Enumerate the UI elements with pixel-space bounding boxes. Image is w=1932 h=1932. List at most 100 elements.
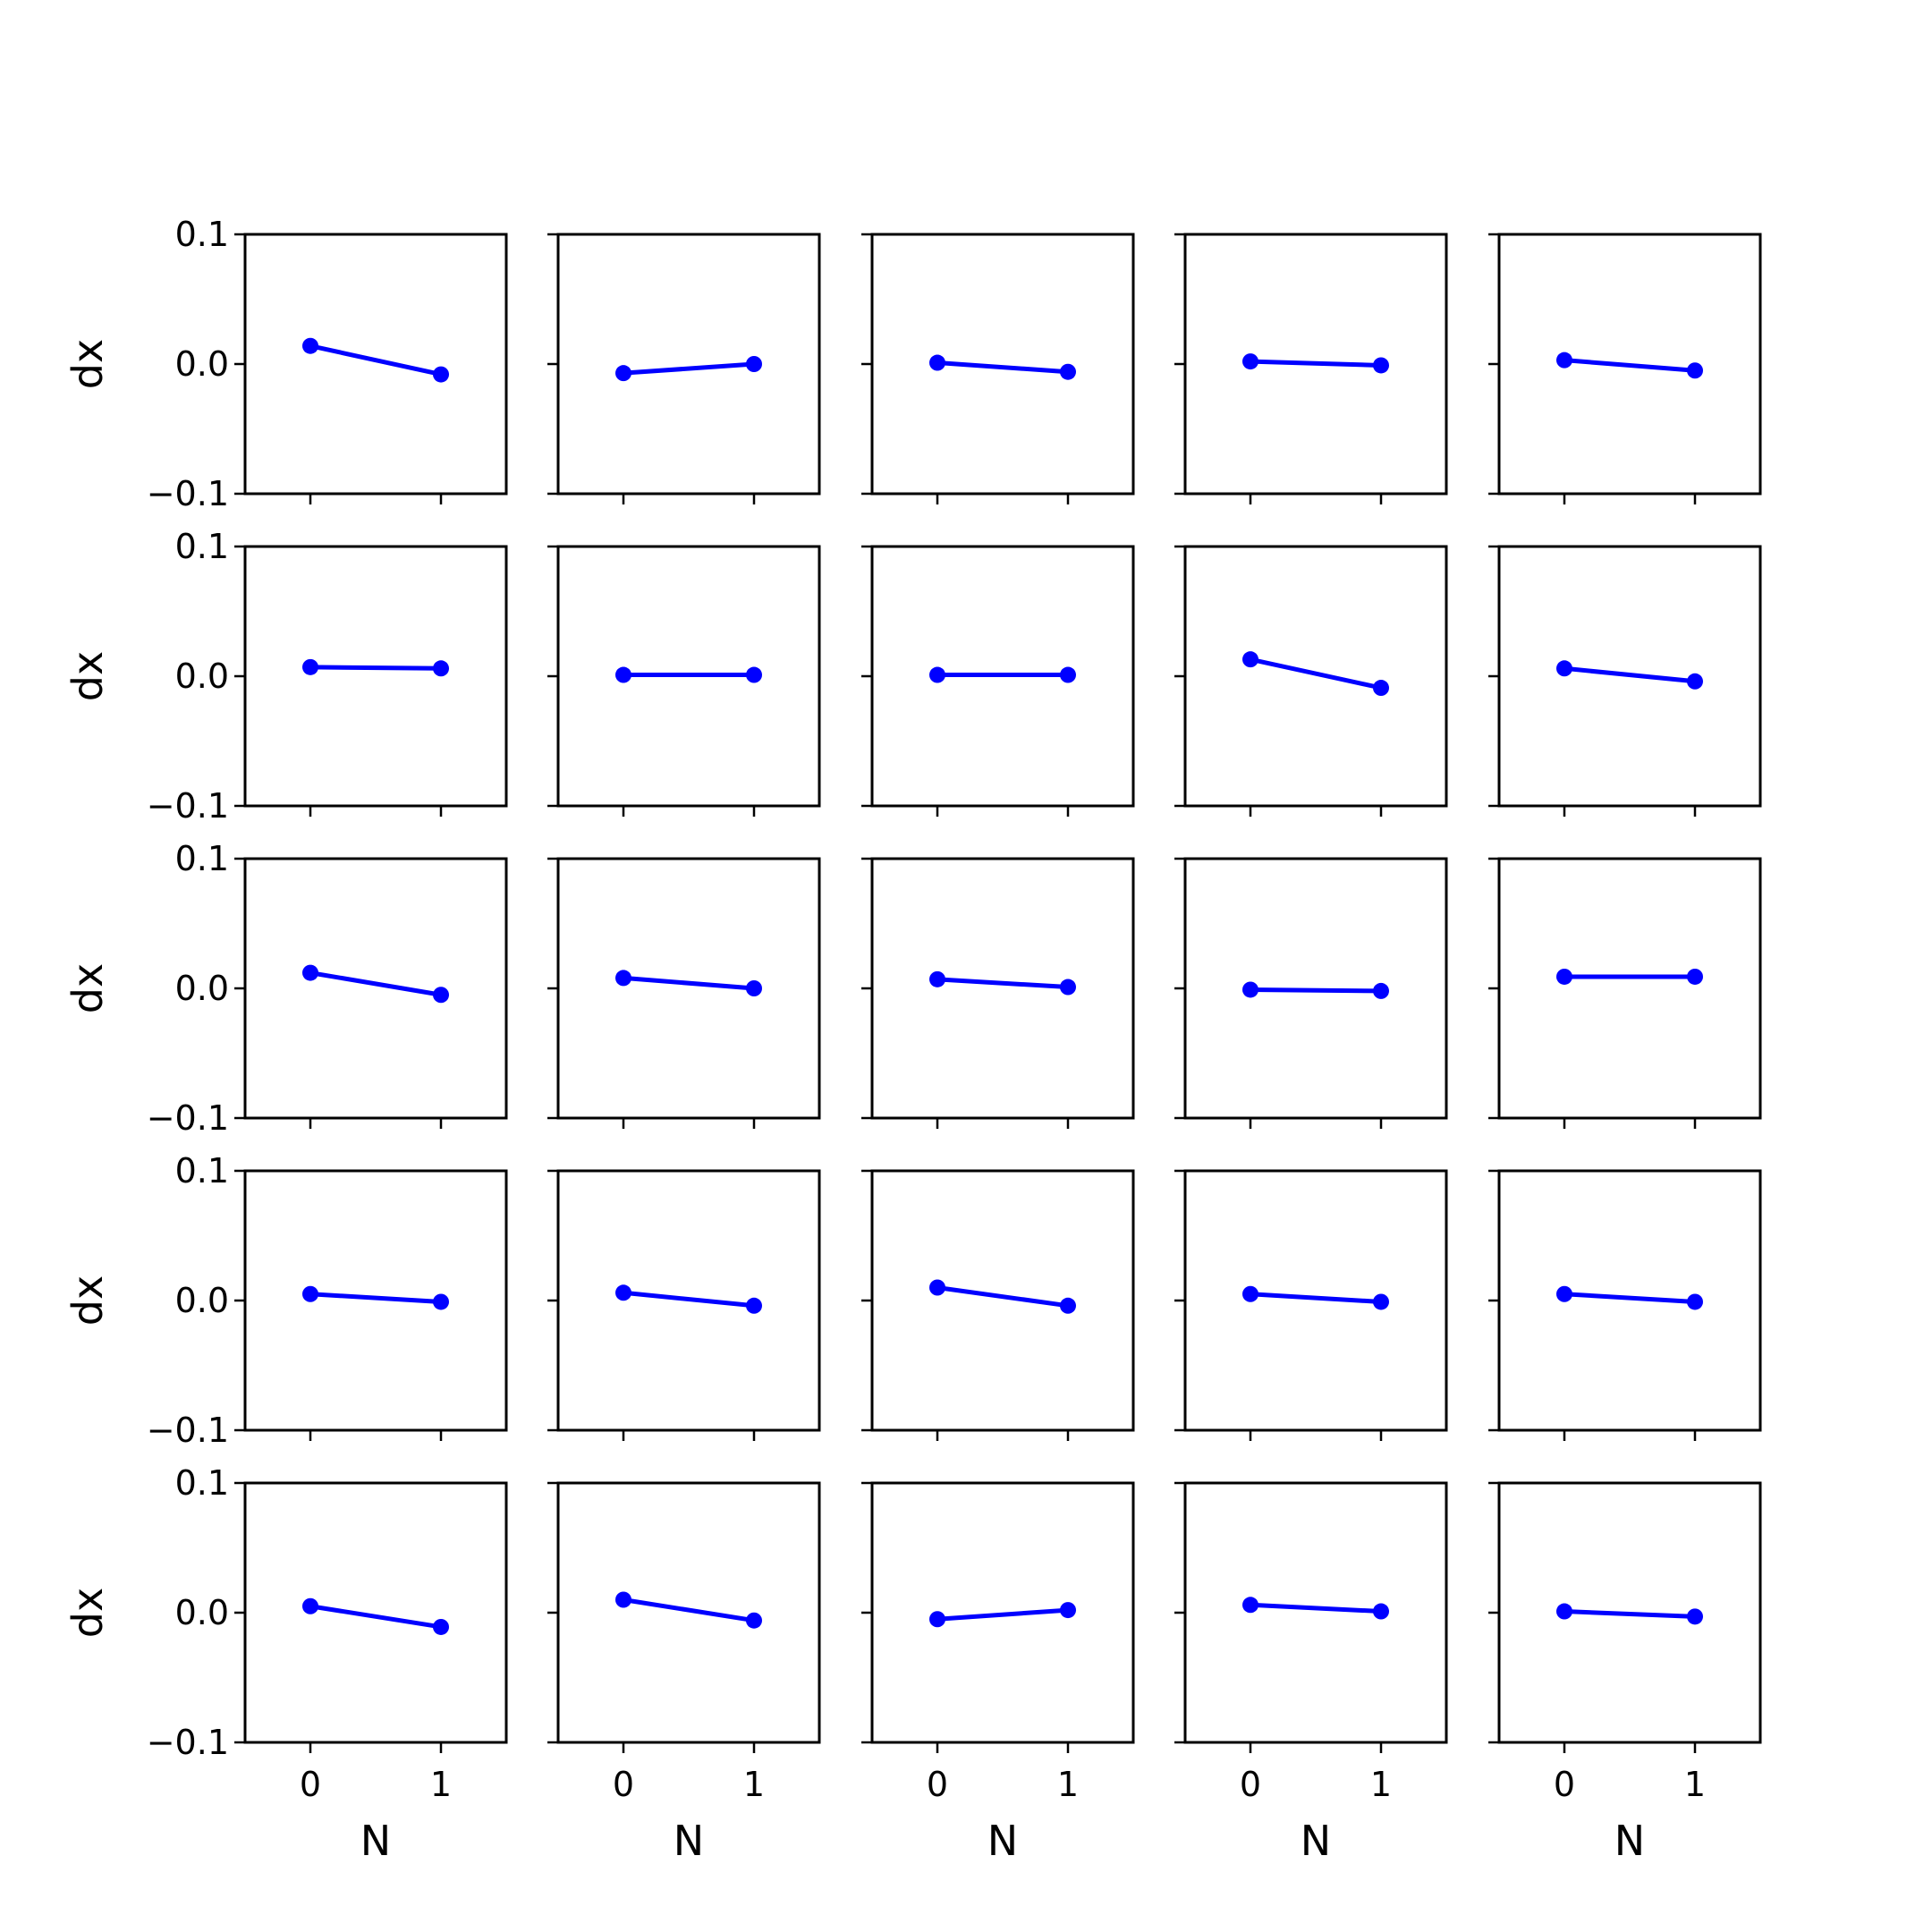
x-tick-label: 1	[1057, 1765, 1079, 1804]
x-tick-label: 1	[430, 1765, 452, 1804]
axes-frame	[556, 545, 821, 808]
axes-frame	[1497, 857, 1762, 1120]
data-point	[1556, 660, 1572, 677]
axes-frame	[870, 233, 1135, 496]
data-point	[1242, 1597, 1258, 1614]
subplot-r3-c3	[861, 857, 1135, 1129]
subplot-r1-c2	[547, 233, 821, 504]
subplot-r4-c4	[1174, 1169, 1448, 1441]
series-line	[1250, 359, 1382, 368]
data-point	[1242, 1285, 1258, 1302]
subplot-r4-c3	[861, 1169, 1135, 1441]
y-tick-label: 0.1	[175, 1463, 229, 1503]
subplot-r2-c5	[1488, 545, 1762, 817]
y-axis-label: dx	[64, 1275, 112, 1326]
data-point	[433, 366, 449, 383]
data-point	[1687, 673, 1703, 690]
y-tick-label: 0.0	[175, 1281, 229, 1320]
subplot-r2-c1: −0.1 0.0 0.1 dx	[64, 527, 508, 826]
data-point	[746, 1297, 762, 1314]
axes-frame	[243, 545, 508, 808]
x-axis-label: N	[987, 1817, 1018, 1865]
data-point	[433, 987, 449, 1004]
data-point	[615, 970, 631, 987]
subplot-r5-c5: 0 1N	[1488, 1481, 1762, 1865]
axes-frame	[556, 857, 821, 1120]
data-point	[1060, 1602, 1076, 1619]
axes-frame	[243, 1481, 508, 1744]
subplot-r5-c3: 0 1N	[861, 1481, 1135, 1865]
y-axis-label: dx	[64, 963, 112, 1013]
y-axis-label: dx	[64, 651, 112, 701]
y-tick-label: −0.1	[147, 1098, 229, 1138]
subplot-r3-c1: −0.1 0.0 0.1 dx	[64, 839, 508, 1138]
data-point	[1687, 968, 1703, 985]
data-point	[929, 666, 945, 683]
data-point	[1242, 651, 1258, 668]
x-tick-label: 1	[1370, 1765, 1392, 1804]
data-point	[433, 660, 449, 677]
axes-frame	[1183, 1169, 1448, 1432]
series-line	[309, 1292, 442, 1304]
axes-frame	[870, 1481, 1135, 1744]
subplot-r3-c2	[547, 857, 821, 1129]
series-line	[623, 361, 755, 376]
subplot-r1-c3	[861, 233, 1135, 504]
data-point	[1373, 1603, 1389, 1620]
subplot-r3-c4	[1174, 857, 1448, 1129]
x-axis-label: N	[674, 1817, 704, 1865]
data-point	[433, 1618, 449, 1635]
data-point	[615, 1591, 631, 1608]
series-line	[623, 1597, 755, 1623]
axes-frame	[870, 1169, 1135, 1432]
data-point	[302, 1285, 318, 1302]
x-tick-label: 0	[927, 1765, 948, 1804]
series-line	[936, 1607, 1069, 1622]
data-point	[746, 1612, 762, 1629]
series-line	[936, 1285, 1069, 1309]
series-line	[623, 1290, 755, 1309]
y-axis-label: dx	[64, 339, 112, 389]
series-line	[309, 665, 442, 671]
axes-frame	[1183, 545, 1448, 808]
axes-frame	[556, 1481, 821, 1744]
data-point	[1060, 1297, 1076, 1314]
subplot-r1-c4	[1174, 233, 1448, 504]
series-line	[1250, 1292, 1382, 1304]
subplot-r2-c4	[1174, 545, 1448, 817]
data-point	[1556, 968, 1572, 985]
x-tick-label: 0	[1554, 1765, 1575, 1804]
data-point	[302, 964, 318, 981]
data-point	[1242, 353, 1258, 370]
y-tick-label: 0.1	[175, 527, 229, 566]
y-tick-label: −0.1	[147, 474, 229, 513]
series-line	[623, 975, 755, 991]
series-line	[936, 977, 1069, 990]
axes-frame	[556, 1169, 821, 1432]
axes-frame	[870, 545, 1135, 808]
data-point	[929, 970, 945, 987]
series-line	[936, 360, 1069, 375]
series-line	[309, 970, 442, 997]
x-axis-label: N	[1301, 1817, 1331, 1865]
subplot-r4-c1: −0.1 0.0 0.1 dx	[64, 1151, 508, 1450]
data-point	[302, 658, 318, 675]
axes-frame	[243, 233, 508, 496]
data-point	[1687, 1293, 1703, 1310]
data-point	[1060, 363, 1076, 380]
axes-frame	[870, 857, 1135, 1120]
subplot-r4-c5	[1488, 1169, 1762, 1441]
subplot-r5-c1: −0.1 0.0 0.1 0 1 dx N	[64, 1463, 508, 1865]
y-tick-label: −0.1	[147, 786, 229, 826]
x-tick-label: 1	[1684, 1765, 1706, 1804]
x-tick-label: 0	[300, 1765, 321, 1804]
y-tick-label: 0.0	[175, 969, 229, 1008]
subplot-r5-c4: 0 1N	[1174, 1481, 1448, 1865]
data-point	[1373, 680, 1389, 697]
y-axis-label: dx	[64, 1588, 112, 1638]
series-line	[1250, 987, 1382, 994]
data-point	[615, 666, 631, 683]
y-tick-label: 0.1	[175, 1151, 229, 1191]
data-point	[615, 365, 631, 382]
axes-frame	[1497, 233, 1762, 496]
